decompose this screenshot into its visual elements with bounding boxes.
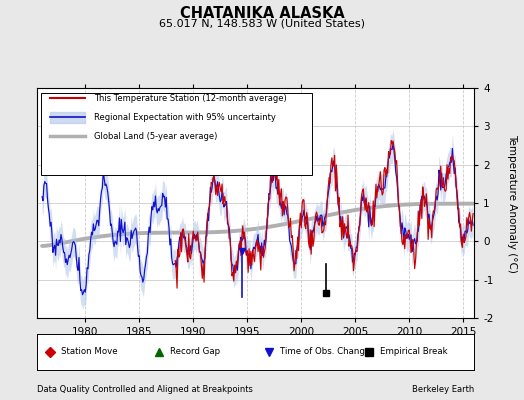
Text: 65.017 N, 148.583 W (United States): 65.017 N, 148.583 W (United States) bbox=[159, 18, 365, 28]
Text: Global Land (5-year average): Global Land (5-year average) bbox=[94, 132, 217, 141]
Text: Station Move: Station Move bbox=[61, 348, 117, 356]
Y-axis label: Temperature Anomaly (°C): Temperature Anomaly (°C) bbox=[508, 134, 518, 272]
Text: Data Quality Controlled and Aligned at Breakpoints: Data Quality Controlled and Aligned at B… bbox=[37, 385, 253, 394]
Bar bbox=[41, 93, 312, 176]
Text: Empirical Break: Empirical Break bbox=[380, 348, 448, 356]
Text: Berkeley Earth: Berkeley Earth bbox=[412, 385, 474, 394]
Text: CHATANIKA ALASKA: CHATANIKA ALASKA bbox=[180, 6, 344, 21]
Text: Time of Obs. Change: Time of Obs. Change bbox=[279, 348, 370, 356]
Text: This Temperature Station (12-month average): This Temperature Station (12-month avera… bbox=[94, 94, 286, 103]
Text: Record Gap: Record Gap bbox=[170, 348, 220, 356]
Text: Regional Expectation with 95% uncertainty: Regional Expectation with 95% uncertaint… bbox=[94, 113, 276, 122]
